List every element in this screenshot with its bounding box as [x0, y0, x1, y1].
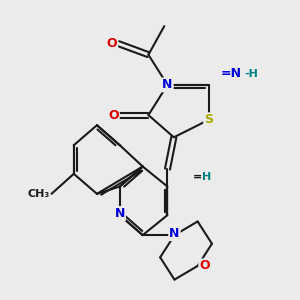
- Text: =N: =N: [220, 67, 242, 80]
- Text: N: N: [115, 207, 125, 220]
- Text: O: O: [108, 109, 119, 122]
- Text: -H: -H: [245, 69, 259, 79]
- Text: N: N: [169, 227, 180, 240]
- Text: =: =: [193, 172, 202, 182]
- Text: CH₃: CH₃: [28, 189, 50, 199]
- Text: O: O: [106, 37, 117, 50]
- Text: O: O: [199, 260, 210, 272]
- Text: H: H: [202, 172, 212, 182]
- Text: S: S: [204, 113, 213, 126]
- Text: N: N: [162, 78, 173, 92]
